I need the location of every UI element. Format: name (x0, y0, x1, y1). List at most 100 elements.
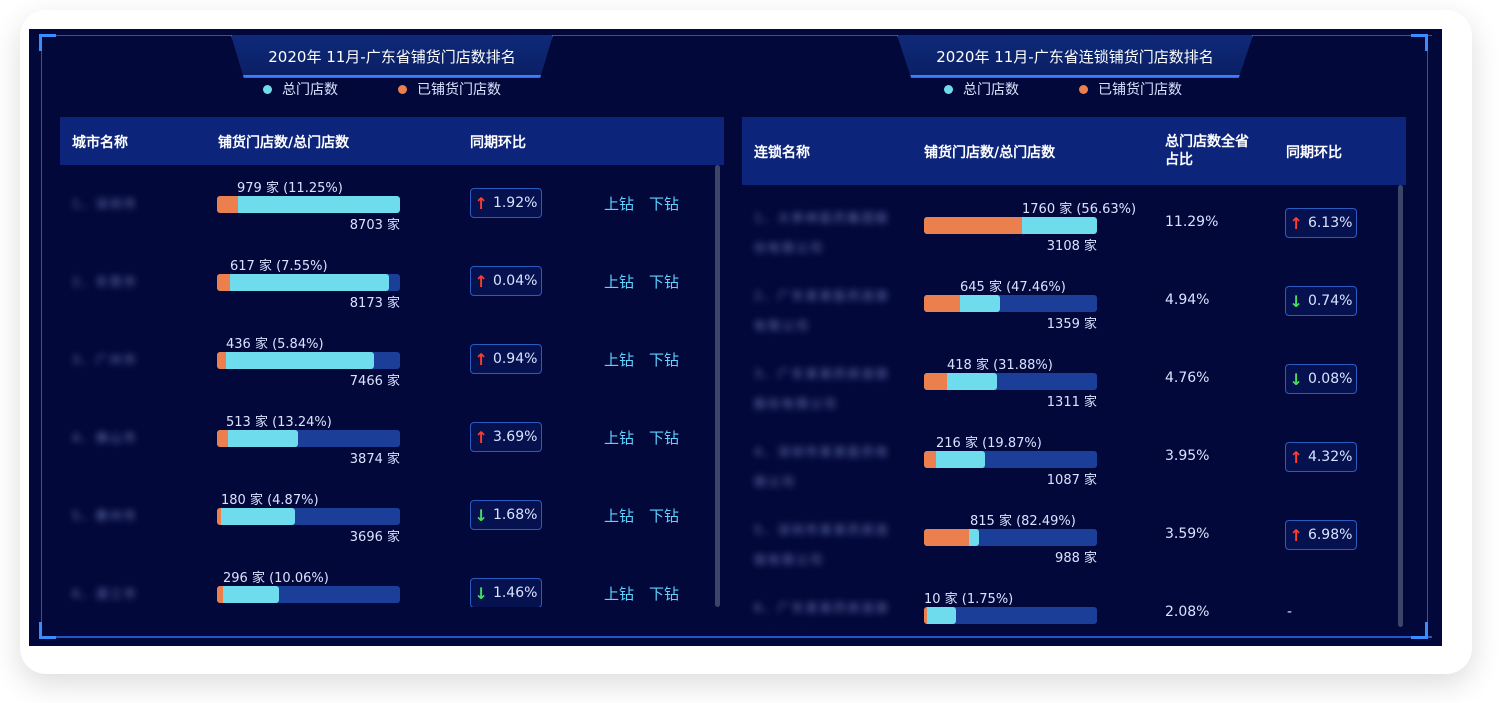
yoy-badge: ↑ 6.13% (1285, 208, 1357, 238)
table-row: 6、湛江市 296 家 (10.06%) ↓ 1.46% 上钻 下钻 (60, 555, 720, 607)
arrow-up-icon: ↑ (474, 349, 488, 369)
bar-value-label: 979 家 (11.25%) (237, 181, 343, 196)
legend-done-label: 已铺货门店数 (417, 82, 501, 98)
drill-up-link[interactable]: 上钻 (604, 195, 635, 213)
yoy-value: 0.94% (492, 351, 538, 367)
left-scrollbar[interactable] (715, 165, 720, 607)
bar-done-fill (217, 430, 228, 447)
header-share: 总门店数全省 占比 (1165, 134, 1249, 168)
city-name: 5、惠州市 (72, 509, 138, 523)
yoy-badge: ↑ 0.94% (470, 344, 542, 374)
yoy-value: 1.46% (492, 585, 538, 601)
bar-track (217, 586, 400, 603)
bar-track (217, 508, 400, 525)
left-legend: 总门店数 已铺货门店数 (263, 79, 501, 99)
drill-down-link[interactable]: 下钻 (649, 351, 680, 369)
arrow-up-icon: ↑ (474, 193, 488, 213)
drill-up-link[interactable]: 上钻 (604, 273, 635, 291)
corner-top-left (39, 34, 56, 51)
bar-total-label: 8173 家 (349, 296, 400, 311)
bar-value-label: 216 家 (19.87%) (936, 436, 1042, 451)
bar-total-label: 3874 家 (349, 452, 400, 467)
arrow-down-icon: ↓ (1289, 369, 1303, 389)
chain-name: 2、广东某某医药连锁有限公司 (754, 289, 890, 333)
legend-done: 已铺货门店数 (398, 79, 501, 99)
yoy-value: 1.92% (492, 195, 538, 211)
city-name: 4、佛山市 (72, 431, 138, 445)
drill-down-link[interactable]: 下钻 (649, 429, 680, 447)
right-legend: 总门店数 已铺货门店数 (944, 79, 1182, 99)
yoy-value: 3.69% (492, 429, 538, 445)
province-share: 11.29% (1165, 214, 1219, 230)
arrow-up-icon: ↑ (1289, 525, 1303, 545)
yoy-value: 0.08% (1307, 371, 1353, 387)
drill-up-link[interactable]: 上钻 (604, 585, 635, 603)
arrow-up-icon: ↑ (474, 427, 488, 447)
bar-total-label: 988 家 (1055, 551, 1097, 566)
bar-total-fill (924, 451, 985, 468)
bar-total-label: 1311 家 (1046, 395, 1097, 410)
bar-track (924, 295, 1097, 312)
bar-done-fill (924, 451, 937, 468)
yoy-value: 4.32% (1307, 449, 1353, 465)
yoy-badge: ↓ 0.08% (1285, 364, 1357, 394)
yoy-badge: ↑ 3.69% (470, 422, 542, 452)
bar-done-fill (924, 373, 948, 390)
chain-name: 3、广东某某药房连锁股份有限公司 (754, 367, 890, 411)
drill-down-link[interactable]: 下钻 (649, 195, 680, 213)
province-share: 3.95% (1165, 448, 1210, 464)
frame-left-line (41, 35, 42, 638)
province-share: 2.08% (1165, 604, 1210, 620)
drill-down-link[interactable]: 下钻 (649, 507, 680, 525)
legend-done-dot (398, 84, 407, 94)
legend-total-label: 总门店数 (963, 82, 1019, 98)
bar-done-fill (217, 508, 221, 525)
bar-track (924, 451, 1097, 468)
bar-done-fill (217, 352, 227, 369)
right-table-header: 连锁名称 铺货门店数/总门店数 总门店数全省 占比 同期环比 (742, 117, 1406, 185)
yoy-value: 0.74% (1307, 293, 1353, 309)
yoy-badge: ↑ 6.98% (1285, 520, 1357, 550)
bar-total-fill (217, 196, 400, 213)
yoy-value: 1.68% (492, 507, 538, 523)
drill-down-link[interactable]: 下钻 (649, 273, 680, 291)
bar-total-fill (217, 274, 389, 291)
bar-done-fill (924, 607, 927, 624)
left-title-text: 2020年 11月-广东省铺货门店数排名 (268, 47, 516, 66)
bar-track (217, 196, 400, 213)
bar-done-fill (924, 529, 970, 546)
bar-value-label: 513 家 (13.24%) (226, 415, 332, 430)
province-share: 4.76% (1165, 370, 1210, 386)
table-row: 4、佛山市 513 家 (13.24%) 3874 家 ↑ 3.69% 上钻 下钻 (60, 399, 720, 477)
drill-down-link[interactable]: 下钻 (649, 585, 680, 603)
drill-up-link[interactable]: 上钻 (604, 429, 635, 447)
bar-value-label: 180 家 (4.87%) (221, 493, 319, 508)
arrow-down-icon: ↓ (1289, 291, 1303, 311)
chain-name: 5、深圳市某某药房连锁有限公司 (754, 523, 890, 567)
corner-bottom-left (39, 622, 56, 639)
header-bar: 铺货门店数/总门店数 (218, 135, 350, 151)
bar-total-fill (217, 352, 374, 369)
table-row: 2、东莞市 617 家 (7.55%) 8173 家 ↑ 0.04% 上钻 下钻 (60, 243, 720, 321)
legend-total-label: 总门店数 (282, 82, 338, 98)
bar-value-label: 1760 家 (56.63%) (1022, 202, 1137, 217)
frame-bottom-line (39, 636, 1432, 638)
table-row: 1、深圳市 979 家 (11.25%) 8703 家 ↑ 1.92% 上钻 下钻 (60, 165, 720, 243)
legend-total: 总门店数 (263, 79, 338, 99)
table-row: 3、广州市 436 家 (5.84%) 7466 家 ↑ 0.94% 上钻 下钻 (60, 321, 720, 399)
right-scrollbar[interactable] (1398, 185, 1403, 627)
province-share: 4.94% (1165, 292, 1210, 308)
yoy-badge: ↓ 1.46% (470, 578, 542, 607)
legend-done: 已铺货门店数 (1079, 79, 1182, 99)
right-title-text: 2020年 11月-广东省连锁铺货门店数排名 (936, 47, 1214, 66)
city-name: 6、湛江市 (72, 587, 138, 601)
drill-up-link[interactable]: 上钻 (604, 507, 635, 525)
bar-total-label: 8703 家 (349, 218, 400, 233)
table-row: 5、深圳市某某药房连锁有限公司 815 家 (82.49%) 988 家 3.59% ↑… (742, 497, 1402, 575)
drill-up-link[interactable]: 上钻 (604, 351, 635, 369)
bar-value-label: 815 家 (82.49%) (970, 514, 1076, 529)
legend-done-dot (1079, 84, 1088, 94)
arrow-down-icon: ↓ (474, 505, 488, 525)
chain-name: 1、大参林医药集团股份有限公司 (754, 211, 890, 255)
bar-track (924, 607, 1097, 624)
